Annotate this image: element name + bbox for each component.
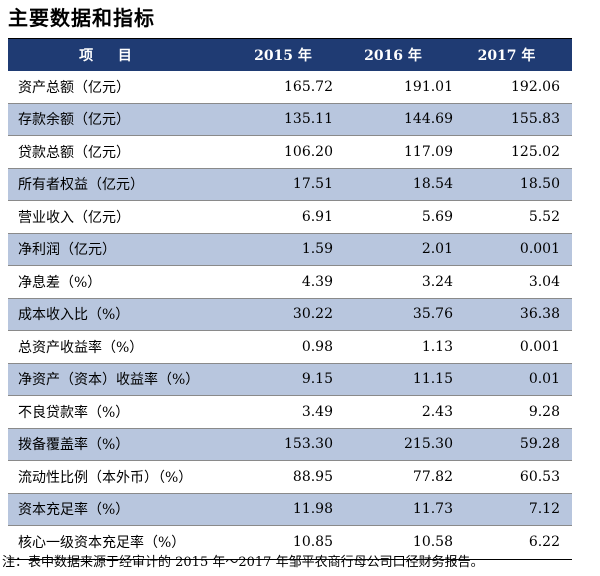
value-2016: 5.69 bbox=[421, 208, 453, 225]
table-row: 拨备覆盖率（%） 153.30 215.30 59.28 bbox=[8, 428, 572, 461]
value-2017: 5.52 bbox=[528, 208, 560, 225]
value-2015: 6.91 bbox=[301, 208, 333, 225]
row-label: 贷款总额（亿元） bbox=[18, 144, 130, 161]
value-2017: 36.38 bbox=[519, 306, 560, 323]
value-2017: 59.28 bbox=[519, 436, 560, 453]
value-2017: 192.06 bbox=[511, 78, 560, 95]
header-2016: 2016 年 bbox=[364, 48, 422, 64]
value-2016: 144.69 bbox=[404, 111, 453, 128]
value-2016: 117.09 bbox=[404, 143, 453, 160]
value-2015: 4.39 bbox=[301, 273, 333, 290]
table-row: 净利润（亿元） 1.59 2.01 0.001 bbox=[8, 233, 572, 266]
row-label: 净息差（%） bbox=[18, 274, 102, 291]
row-label: 核心一级资本充足率（%） bbox=[18, 535, 186, 552]
table-row: 核心一级资本充足率（%） 10.85 10.58 6.22 bbox=[8, 526, 572, 559]
row-label: 总资产收益率（%） bbox=[18, 339, 144, 356]
value-2017: 7.12 bbox=[528, 501, 560, 518]
row-label: 净资产（资本）收益率（%） bbox=[18, 372, 200, 389]
value-2017: 9.28 bbox=[528, 403, 560, 420]
table-row: 净息差（%） 4.39 3.24 3.04 bbox=[8, 266, 572, 299]
value-2017: 0.001 bbox=[519, 338, 560, 355]
value-2015: 9.15 bbox=[301, 371, 333, 388]
value-2016: 35.76 bbox=[412, 306, 453, 323]
row-label: 资产总额（亿元） bbox=[18, 79, 130, 96]
value-2015: 10.85 bbox=[292, 534, 333, 551]
value-2016: 2.43 bbox=[421, 403, 453, 420]
table-row: 贷款总额（亿元） 106.20 117.09 125.02 bbox=[8, 136, 572, 169]
value-2015: 0.98 bbox=[301, 338, 333, 355]
value-2017: 18.50 bbox=[519, 176, 560, 193]
value-2016: 191.01 bbox=[404, 78, 453, 95]
row-label: 不良贷款率（%） bbox=[18, 404, 130, 421]
row-label: 存款余额（亿元） bbox=[18, 112, 130, 129]
value-2016: 3.24 bbox=[421, 273, 453, 290]
value-2016: 215.30 bbox=[404, 436, 453, 453]
table-row: 所有者权益（亿元） 17.51 18.54 18.50 bbox=[8, 168, 572, 201]
value-2016: 18.54 bbox=[412, 176, 453, 193]
value-2015: 106.20 bbox=[284, 143, 333, 160]
header-item: 项 目 bbox=[79, 48, 142, 64]
value-2017: 0.01 bbox=[528, 371, 560, 388]
value-2015: 1.59 bbox=[301, 241, 333, 258]
header-2017: 2017 年 bbox=[477, 48, 536, 64]
table-header-row: 项 目 2015 年 2016 年 2017 年 bbox=[8, 39, 572, 71]
table-row: 资产总额（亿元） 165.72 191.01 192.06 bbox=[8, 71, 572, 104]
value-2015: 17.51 bbox=[292, 176, 333, 193]
table-footnote: 注：表中数据来源于经审计的 2015 年～2017 年邹平农商行母公司口径财务报… bbox=[2, 555, 484, 570]
header-2015: 2015 年 bbox=[254, 48, 312, 64]
table-row: 总资产收益率（%） 0.98 1.13 0.001 bbox=[8, 331, 572, 364]
value-2017: 3.04 bbox=[528, 273, 560, 290]
value-2016: 2.01 bbox=[421, 241, 453, 258]
value-2017: 0.001 bbox=[519, 241, 560, 258]
row-label: 资本充足率（%） bbox=[18, 502, 130, 519]
value-2015: 88.95 bbox=[292, 468, 333, 485]
row-label: 净利润（亿元） bbox=[18, 242, 116, 259]
table-row: 成本收入比（%） 30.22 35.76 36.38 bbox=[8, 298, 572, 331]
row-label: 营业收入（亿元） bbox=[18, 209, 130, 226]
value-2015: 30.22 bbox=[292, 306, 333, 323]
value-2016: 77.82 bbox=[412, 468, 453, 485]
table-row: 资本充足率（%） 11.98 11.73 7.12 bbox=[8, 493, 572, 526]
table-row: 存款余额（亿元） 135.11 144.69 155.83 bbox=[8, 103, 572, 136]
value-2015: 11.98 bbox=[292, 501, 333, 518]
page-title: 主要数据和指标 bbox=[8, 6, 155, 30]
table-row: 不良贷款率（%） 3.49 2.43 9.28 bbox=[8, 396, 572, 429]
value-2016: 11.73 bbox=[412, 501, 453, 518]
row-label: 所有者权益（亿元） bbox=[18, 177, 144, 194]
row-label: 流动性比例（本外币）（%） bbox=[18, 469, 193, 486]
value-2017: 155.83 bbox=[511, 111, 560, 128]
value-2017: 6.22 bbox=[528, 534, 560, 551]
value-2016: 1.13 bbox=[421, 338, 453, 355]
table-row: 净资产（资本）收益率（%） 9.15 11.15 0.01 bbox=[8, 363, 572, 396]
row-label: 拨备覆盖率（%） bbox=[18, 437, 130, 454]
indicators-table: 项 目 2015 年 2016 年 2017 年 资产总额（亿元） 165.72 1… bbox=[8, 38, 572, 560]
value-2017: 125.02 bbox=[511, 143, 560, 160]
value-2015: 3.49 bbox=[301, 403, 333, 420]
value-2015: 165.72 bbox=[284, 78, 333, 95]
value-2017: 60.53 bbox=[519, 468, 560, 485]
value-2015: 153.30 bbox=[284, 436, 333, 453]
table-row: 营业收入（亿元） 6.91 5.69 5.52 bbox=[8, 201, 572, 234]
value-2016: 10.58 bbox=[412, 534, 453, 551]
value-2016: 11.15 bbox=[412, 371, 453, 388]
table-row: 流动性比例（本外币）（%） 88.95 77.82 60.53 bbox=[8, 461, 572, 494]
value-2015: 135.11 bbox=[284, 111, 333, 128]
row-label: 成本收入比（%） bbox=[18, 307, 130, 324]
